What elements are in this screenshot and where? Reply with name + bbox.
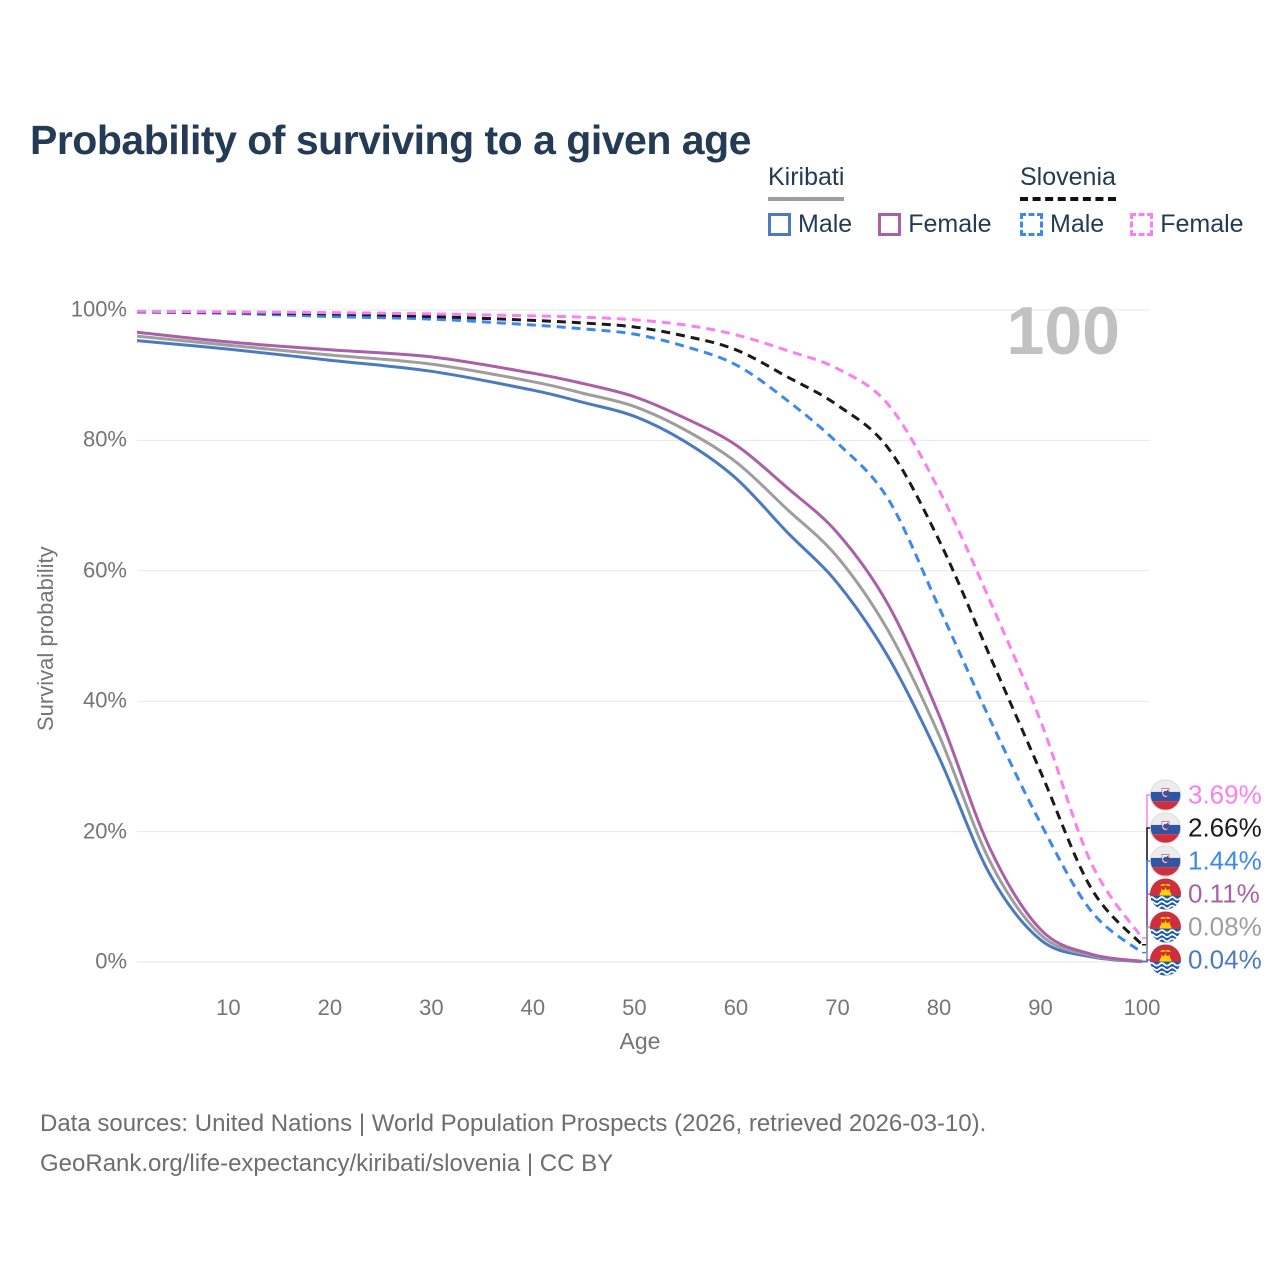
kiribati-flag-icon: [1150, 945, 1181, 976]
legend-country-slovenia: Slovenia: [1020, 163, 1116, 201]
legend-group-slovenia: Slovenia Male Female: [1020, 163, 1244, 239]
series-line-slovenia-male: [136, 310, 1143, 954]
data-sources-text: Data sources: United Nations | World Pop…: [40, 1110, 987, 1137]
end-label-kiribati-male: 0.04%: [1150, 944, 1262, 976]
series-line-kiribati-female: [136, 330, 1143, 963]
slovenia-flag-icon: [1150, 813, 1181, 844]
legend-item-label: Male: [1050, 210, 1105, 238]
kiribati-flag-icon: [1150, 879, 1181, 910]
x-axis-tick: 20: [317, 995, 343, 1020]
source-url-text: GeoRank.org/life-expectancy/kiribati/slo…: [40, 1150, 614, 1178]
age-watermark: 100: [1006, 293, 1120, 369]
y-axis-tick: 60%: [82, 557, 127, 583]
y-axis-tick: 100%: [70, 296, 127, 322]
kiribati-flag-icon: [1150, 912, 1181, 943]
slovenia-flag-icon: [1150, 780, 1181, 811]
y-axis-tick: 80%: [82, 426, 127, 452]
end-label-value: 2.66%: [1188, 812, 1262, 843]
slovenia-female-swatch-icon: [1130, 213, 1154, 236]
x-axis-tick: 70: [825, 995, 850, 1020]
footer-attribution: Data sources: United Nations | World Pop…: [40, 1104, 986, 1185]
legend-item-kiribati-female[interactable]: Female: [878, 210, 992, 239]
end-label-slovenia-both: 2.66%: [1150, 812, 1262, 844]
series-line-slovenia-female: [136, 309, 1144, 939]
x-axis-tick: 100: [1123, 995, 1161, 1020]
slovenia-flag-icon: [1150, 846, 1181, 877]
legend-item-slovenia-male[interactable]: Male: [1020, 210, 1104, 239]
end-label-kiribati-both: 0.08%: [1150, 911, 1262, 943]
legend-group-kiribati: Kiribati Male Female: [768, 163, 992, 239]
end-label-value: 1.44%: [1188, 845, 1262, 876]
end-label-value: 3.69%: [1188, 779, 1262, 810]
end-label-value: 0.11%: [1188, 878, 1260, 909]
kiribati-female-swatch-icon: [878, 213, 902, 236]
y-axis-tick: 40%: [82, 687, 127, 713]
series-line-slovenia-both: [136, 310, 1144, 946]
end-label-kiribati-female: 0.11%: [1150, 878, 1260, 910]
series-line-kiribati-both: [136, 334, 1143, 963]
page-title: Probability of surviving to a given age: [30, 117, 751, 164]
x-axis-tick: 80: [926, 995, 952, 1020]
legend-country-kiribati: Kiribati: [768, 163, 845, 201]
legend-item-label: Male: [798, 210, 853, 238]
end-label-connector: [1142, 959, 1152, 963]
x-axis-tick: 90: [1028, 995, 1053, 1020]
legend-item-label: Female: [908, 210, 992, 238]
x-axis-tick: 50: [622, 995, 647, 1020]
legend-item-slovenia-female[interactable]: Female: [1130, 210, 1244, 239]
y-axis-tick: 20%: [82, 818, 127, 844]
x-axis-tick: 40: [520, 995, 546, 1020]
end-label-value: 0.04%: [1188, 944, 1262, 975]
y-axis-tick: 0%: [95, 948, 127, 974]
end-label-value: 0.08%: [1188, 911, 1262, 942]
end-label-slovenia-male: 1.44%: [1150, 845, 1262, 877]
series-line-kiribati-male: [136, 339, 1143, 964]
end-label-slovenia-female: 3.69%: [1150, 779, 1262, 811]
x-axis-title: Age: [619, 1028, 661, 1054]
kiribati-male-swatch-icon: [768, 213, 791, 236]
x-axis-tick: 60: [723, 995, 749, 1020]
x-axis-tick: 30: [419, 995, 444, 1020]
legend-item-label: Female: [1160, 210, 1244, 238]
x-axis-tick: 10: [216, 995, 241, 1020]
legend-item-kiribati-male[interactable]: Male: [768, 210, 852, 239]
slovenia-male-swatch-icon: [1020, 213, 1043, 236]
